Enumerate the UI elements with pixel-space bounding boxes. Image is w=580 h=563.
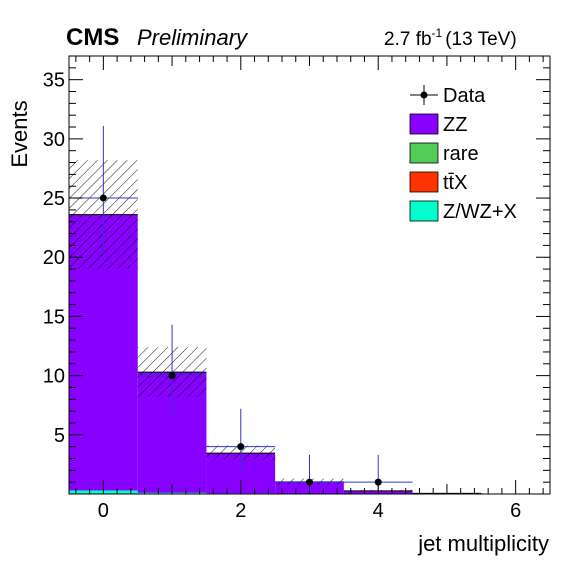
- y-tick-label: 20: [43, 247, 65, 269]
- luminosity-label: 2.7 fb-1 (13 TeV): [384, 26, 517, 50]
- data-marker: [99, 194, 107, 202]
- legend-swatch: [409, 142, 439, 164]
- y-tick-label: 35: [43, 70, 65, 92]
- x-tick-label: 2: [235, 500, 246, 522]
- legend-entry: Z/WZ+X: [409, 200, 517, 223]
- legend: Data ZZ rare tt̄X Z/WZ+X: [409, 85, 517, 223]
- y-tick-label: 10: [43, 366, 65, 388]
- data-points: [69, 125, 413, 492]
- x-tick-label: 4: [373, 500, 384, 522]
- data-marker: [168, 372, 176, 380]
- experiment-label: CMS: [66, 24, 119, 51]
- legend-label: ZZ: [443, 114, 467, 136]
- legend-label: Data: [443, 85, 486, 107]
- status-label: Preliminary: [137, 25, 249, 50]
- axes: 0 2 4 6 5 10 15 20 25 30 35: [43, 56, 550, 522]
- lumi-energy: (13 TeV): [445, 29, 516, 50]
- y-tick-label: 5: [54, 425, 65, 447]
- y-tick-label: 30: [43, 129, 65, 151]
- legend-entry: Data: [410, 85, 486, 107]
- legend-entry: rare: [409, 142, 479, 165]
- y-tick-label: 25: [43, 188, 65, 210]
- lumi-value: 2.7 fb: [384, 29, 432, 50]
- legend-swatch: [409, 171, 439, 193]
- legend-entry: tt̄X: [409, 171, 467, 194]
- y-axis-title: Events: [7, 100, 32, 167]
- y-tick-label: 15: [43, 306, 65, 328]
- data-marker: [306, 478, 313, 486]
- x-axis-title: jet multiplicity: [417, 531, 549, 556]
- legend-entry: ZZ: [409, 113, 467, 136]
- legend-label: Z/WZ+X: [443, 201, 517, 223]
- legend-label: rare: [443, 143, 479, 165]
- legend-data-marker: [420, 91, 428, 99]
- data-marker: [237, 443, 245, 451]
- data-point: [206, 408, 276, 471]
- x-tick-label: 0: [98, 500, 109, 522]
- x-tick-label: 6: [510, 500, 521, 522]
- legend-swatch: [409, 200, 439, 222]
- lumi-exponent: -1: [432, 26, 443, 40]
- legend-label: tt̄X: [443, 172, 467, 194]
- legend-swatch: [409, 113, 439, 135]
- data-point: [137, 324, 207, 414]
